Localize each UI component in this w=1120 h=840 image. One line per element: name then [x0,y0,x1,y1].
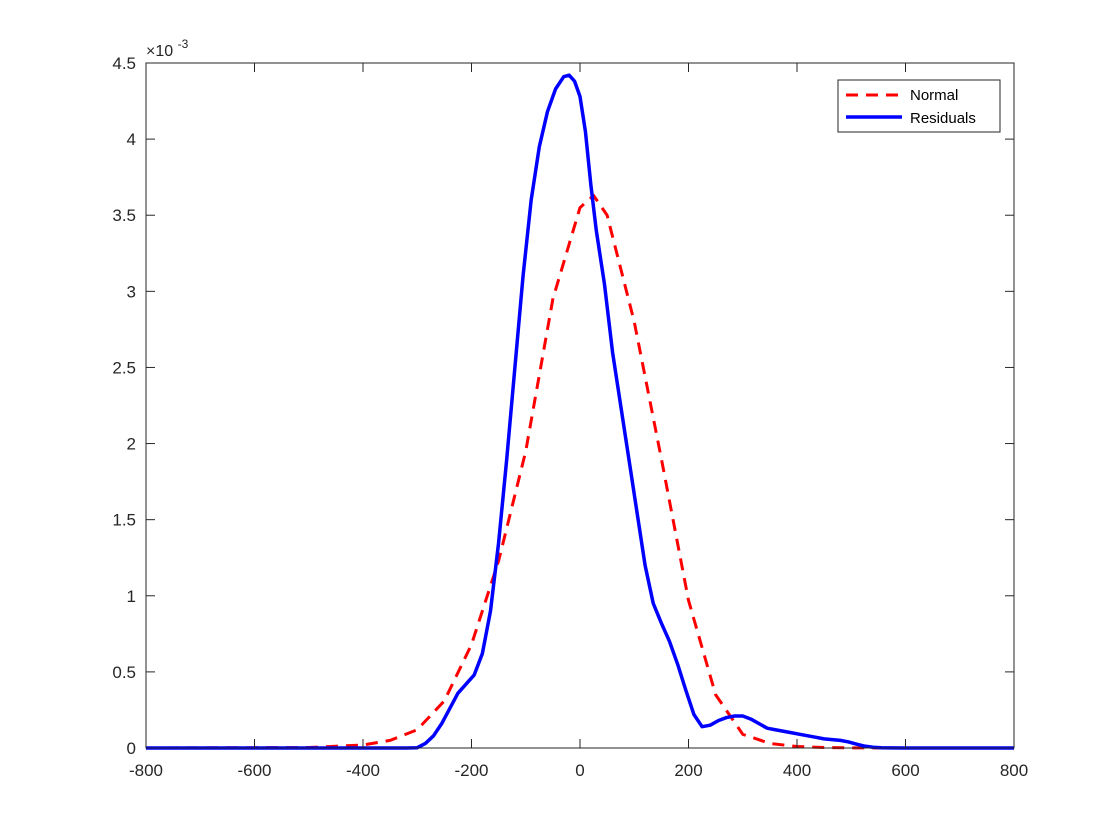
x-tick-label: 600 [891,761,919,780]
x-tick-label: 400 [783,761,811,780]
x-tick-label: 200 [674,761,702,780]
legend-label-normal: Normal [910,87,958,104]
x-tick-label: 0 [575,761,584,780]
x-tick-label: 800 [1000,761,1028,780]
y-exponent-power: -3 [178,37,189,51]
y-tick-label: 3 [127,282,136,301]
y-tick-label: 0.5 [112,663,136,682]
x-tick-label: -400 [346,761,380,780]
y-axis: 0 0.5 1 1.5 2 2.5 3 3.5 4 4.5 [112,54,1014,758]
y-tick-label: 0 [127,739,136,758]
y-tick-label: 4.5 [112,54,136,73]
x-axis: -800 -600 -400 -200 0 200 400 600 800 [129,63,1028,780]
legend-box [837,79,1001,133]
x-tick-label: -800 [129,761,163,780]
series-line-residuals [146,73,1014,750]
plot-area [146,63,1014,748]
legend-label-residuals: Residuals [910,110,976,127]
series-line-normal [145,193,1014,750]
y-tick-label: 4 [127,130,136,149]
y-exponent-label: ×10 -3 [146,37,189,60]
y-tick-label: 1 [127,587,136,606]
svg-text:×10 -3: ×10 -3 [146,37,189,60]
y-tick-label: 2.5 [112,358,136,377]
y-tick-label: 1.5 [112,511,136,530]
legend: Normal Residuals [837,79,1001,133]
series-layer [145,73,1014,750]
y-exponent-base: ×10 [146,43,173,60]
x-tick-label: -600 [237,761,271,780]
y-tick-label: 2 [127,435,136,454]
y-tick-label: 3.5 [112,206,136,225]
x-tick-label: -200 [454,761,488,780]
